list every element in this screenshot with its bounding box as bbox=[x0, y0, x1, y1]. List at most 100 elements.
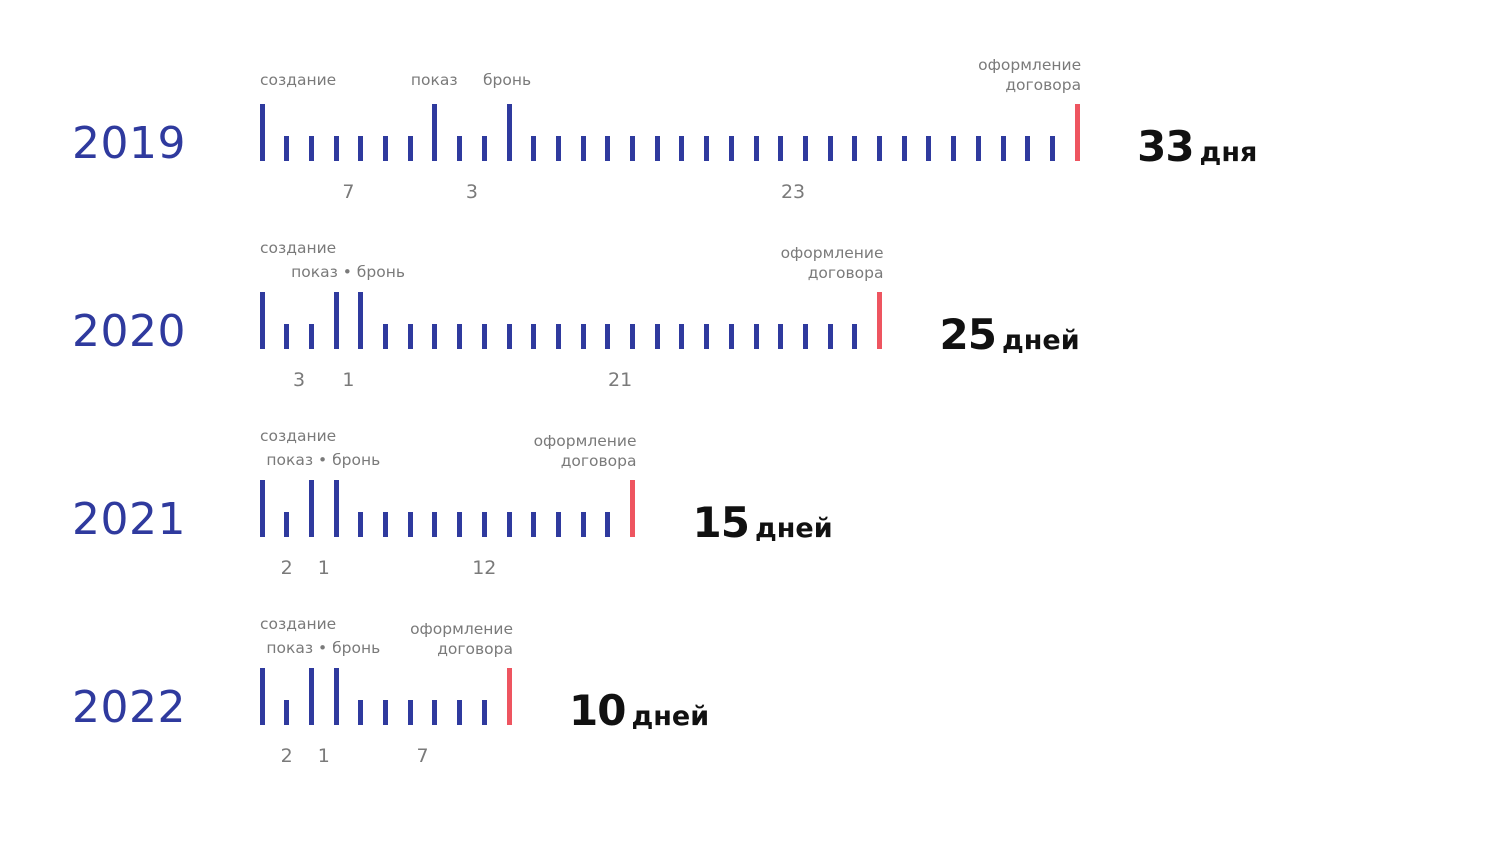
day-tick bbox=[308, 324, 314, 349]
day-tick bbox=[457, 512, 463, 537]
day-tick bbox=[555, 324, 561, 349]
day-tick bbox=[951, 136, 957, 161]
day-tick bbox=[605, 324, 611, 349]
day-tick bbox=[358, 700, 364, 725]
day-tick bbox=[432, 324, 438, 349]
contract-label: оформление договора bbox=[533, 432, 637, 470]
day-tick bbox=[728, 324, 734, 349]
book-tick bbox=[506, 104, 512, 161]
contract-tick bbox=[506, 668, 512, 725]
day-tick bbox=[901, 136, 907, 161]
day-tick bbox=[555, 136, 561, 161]
day-tick bbox=[333, 136, 339, 161]
segment-count: 23 bbox=[780, 181, 806, 203]
day-tick bbox=[481, 324, 487, 349]
day-tick bbox=[605, 136, 611, 161]
day-tick bbox=[753, 324, 759, 349]
total-number: 33 bbox=[1137, 122, 1194, 171]
segment-count: 2 bbox=[280, 745, 293, 767]
day-tick bbox=[1000, 136, 1006, 161]
day-tick bbox=[852, 324, 858, 349]
contract-tick bbox=[630, 480, 635, 537]
book-tick bbox=[333, 480, 339, 537]
show-book-label: показ • бронь bbox=[291, 263, 405, 281]
show-label: показ bbox=[410, 71, 458, 89]
day-tick bbox=[432, 700, 438, 725]
day-tick bbox=[1049, 136, 1055, 161]
day-tick bbox=[975, 136, 981, 161]
day-tick bbox=[383, 700, 388, 725]
create-label: создание bbox=[260, 71, 337, 89]
day-tick bbox=[704, 324, 710, 349]
day-tick bbox=[284, 700, 290, 725]
create-tick bbox=[259, 480, 265, 537]
show-tick bbox=[432, 104, 438, 161]
total-duration: 25 дней bbox=[940, 314, 1080, 356]
day-tick bbox=[630, 324, 635, 349]
day-tick bbox=[802, 136, 808, 161]
day-tick bbox=[753, 136, 759, 161]
total-duration: 10 дней bbox=[569, 690, 709, 732]
year-label: 2020 bbox=[72, 306, 186, 357]
create-label: создание bbox=[260, 615, 337, 633]
day-tick bbox=[877, 136, 882, 161]
segment-count: 2 bbox=[280, 557, 293, 579]
total-duration: 33 дня bbox=[1137, 126, 1257, 168]
day-tick bbox=[827, 324, 833, 349]
day-tick bbox=[481, 700, 487, 725]
total-unit: дней bbox=[1001, 325, 1080, 356]
day-tick bbox=[654, 324, 660, 349]
show-tick bbox=[333, 292, 339, 349]
contract-label: оформление договора bbox=[780, 244, 884, 282]
total-number: 25 bbox=[939, 310, 997, 359]
book-tick bbox=[358, 292, 364, 349]
day-tick bbox=[555, 512, 561, 537]
day-tick bbox=[728, 136, 734, 161]
day-tick bbox=[531, 324, 537, 349]
timeline-row-2019: 2019 создание показ бронь оформление договор… bbox=[0, 0, 1500, 202]
day-tick bbox=[407, 324, 413, 349]
day-tick bbox=[630, 136, 635, 161]
show-book-label: показ • бронь bbox=[266, 639, 381, 657]
day-tick bbox=[605, 512, 611, 537]
total-unit: дней bbox=[631, 701, 710, 732]
day-tick bbox=[531, 512, 537, 537]
day-tick bbox=[457, 324, 463, 349]
create-label: создание bbox=[260, 427, 337, 445]
segment-count: 1 bbox=[342, 369, 355, 391]
year-label: 2019 bbox=[72, 118, 186, 169]
segment-count: 7 bbox=[416, 745, 429, 767]
segment-count: 3 bbox=[465, 181, 478, 203]
segment-count: 3 bbox=[293, 369, 306, 391]
contract-tick bbox=[1074, 104, 1080, 161]
day-tick bbox=[432, 512, 438, 537]
segment-count: 1 bbox=[317, 557, 330, 579]
segment-count: 21 bbox=[608, 369, 633, 391]
contract-label: оформление договора bbox=[410, 620, 513, 658]
day-tick bbox=[481, 136, 487, 161]
day-tick bbox=[407, 512, 413, 537]
day-tick bbox=[802, 324, 808, 349]
total-duration: 15 дней bbox=[693, 502, 833, 544]
day-tick bbox=[506, 324, 512, 349]
timeline-row-2021: 2021 создание показ • бронь оформление дого… bbox=[0, 376, 1500, 578]
day-tick bbox=[407, 700, 413, 725]
day-tick bbox=[284, 324, 290, 349]
total-unit: дня bbox=[1199, 137, 1258, 168]
total-number: 15 bbox=[692, 498, 750, 547]
day-tick bbox=[457, 700, 463, 725]
create-tick bbox=[259, 668, 265, 725]
contract-tick bbox=[877, 292, 882, 349]
book-label: бронь bbox=[483, 71, 532, 89]
create-tick bbox=[259, 292, 265, 349]
day-tick bbox=[506, 512, 512, 537]
year-label: 2021 bbox=[72, 494, 186, 545]
day-tick bbox=[580, 324, 586, 349]
day-tick bbox=[1025, 136, 1031, 161]
day-tick bbox=[704, 136, 710, 161]
show-tick bbox=[308, 668, 314, 725]
day-tick bbox=[654, 136, 660, 161]
show-tick bbox=[308, 480, 314, 537]
book-tick bbox=[333, 668, 339, 725]
